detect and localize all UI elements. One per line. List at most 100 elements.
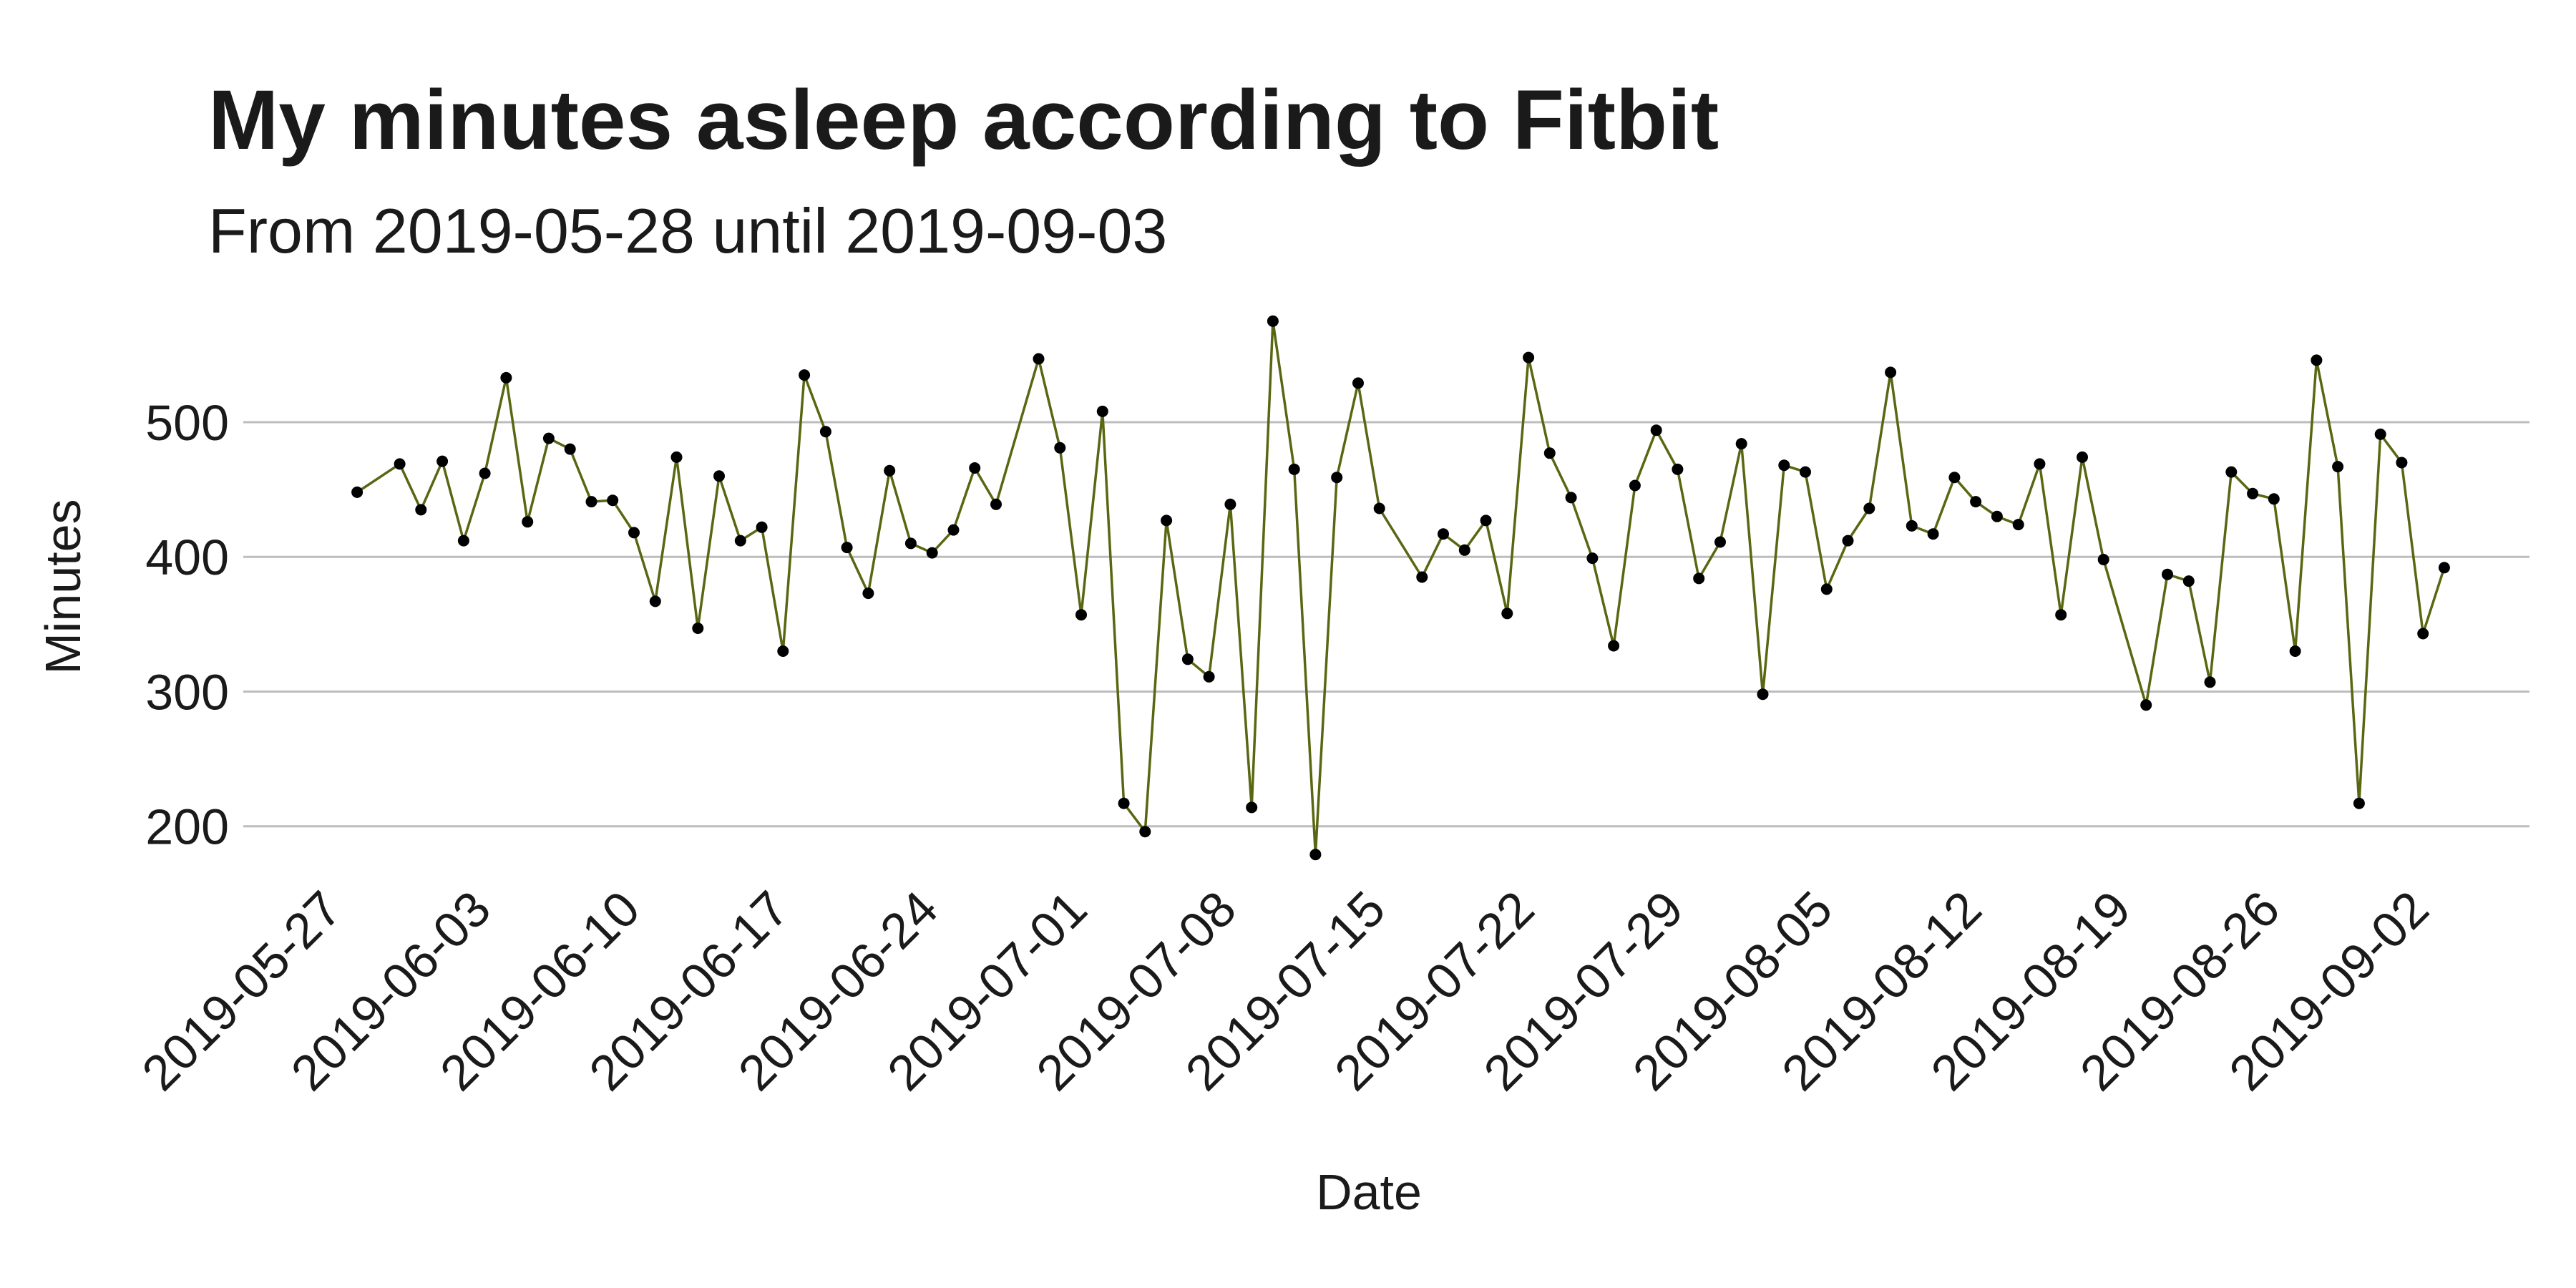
data-point xyxy=(1054,441,1066,454)
data-point xyxy=(2077,451,2088,463)
data-point xyxy=(522,516,534,528)
data-point xyxy=(1927,528,1939,540)
data-point xyxy=(1672,463,1684,475)
data-point xyxy=(756,521,768,533)
data-point xyxy=(862,587,874,600)
y-axis-ticks: 200 300 400 500 xyxy=(145,395,229,855)
data-point xyxy=(670,451,683,463)
data-point xyxy=(1203,670,1215,683)
data-point xyxy=(2162,568,2173,580)
data-point xyxy=(2247,487,2259,499)
data-point xyxy=(1543,447,1556,459)
y-tick-label: 200 xyxy=(145,799,229,855)
data-point xyxy=(2034,458,2046,470)
data-point xyxy=(1480,514,1492,527)
data-point xyxy=(2268,493,2280,505)
data-point xyxy=(1948,472,1961,484)
data-point xyxy=(2140,699,2152,711)
x-axis-ticks: 2019-05-272019-06-032019-06-102019-06-17… xyxy=(132,880,2439,1101)
data-point xyxy=(1161,514,1173,527)
data-point xyxy=(2396,457,2408,469)
data-point xyxy=(692,623,704,634)
data-point xyxy=(479,467,491,479)
data-point xyxy=(1139,826,1151,838)
gridlines xyxy=(243,421,2529,828)
data-point xyxy=(990,498,1002,510)
data-point xyxy=(1608,640,1620,652)
data-point xyxy=(2012,519,2024,531)
data-point xyxy=(1885,366,1897,379)
y-tick-label: 500 xyxy=(145,395,229,451)
data-point xyxy=(585,496,597,508)
data-point xyxy=(1693,572,1705,585)
series xyxy=(351,315,2450,861)
data-point xyxy=(2417,628,2429,640)
chart-title: My minutes asleep according to Fitbit xyxy=(208,73,1719,167)
data-point xyxy=(947,524,960,536)
data-point xyxy=(2374,428,2386,440)
y-tick-label: 300 xyxy=(145,664,229,720)
x-axis-title: Date xyxy=(1316,1164,1422,1220)
data-point xyxy=(2311,354,2323,366)
data-point xyxy=(1033,353,1045,365)
data-point xyxy=(884,464,896,477)
data-point xyxy=(1181,653,1194,665)
data-point xyxy=(607,494,619,507)
data-point xyxy=(1246,801,1258,814)
data-point xyxy=(904,537,917,550)
data-point xyxy=(1629,479,1641,492)
data-point xyxy=(564,443,576,455)
data-point xyxy=(1075,609,1087,621)
y-tick-label: 400 xyxy=(145,530,229,585)
data-point xyxy=(394,458,406,470)
data-point xyxy=(819,426,831,438)
data-point xyxy=(2055,609,2067,621)
data-point xyxy=(926,547,938,559)
data-point xyxy=(415,504,427,516)
data-point xyxy=(457,535,469,547)
data-point xyxy=(1267,315,1279,327)
data-point xyxy=(1863,502,1875,514)
data-point xyxy=(1438,528,1449,540)
data-point xyxy=(1224,498,1236,510)
data-point xyxy=(1565,492,1577,504)
data-point xyxy=(2204,676,2216,688)
data-point xyxy=(969,462,981,474)
data-point xyxy=(1735,438,1747,450)
data-point xyxy=(1820,583,1833,595)
series-line xyxy=(356,320,2446,856)
data-point xyxy=(1309,849,1322,861)
data-point xyxy=(1714,536,1726,548)
data-point xyxy=(1778,459,1790,472)
data-point xyxy=(1288,463,1300,475)
data-point xyxy=(542,432,555,444)
data-point xyxy=(841,542,853,554)
data-point xyxy=(2097,554,2109,565)
data-point xyxy=(1970,496,1982,508)
data-point xyxy=(1118,797,1130,809)
y-axis-title: Minutes xyxy=(35,499,91,674)
data-point xyxy=(2353,797,2365,809)
data-point xyxy=(799,369,811,381)
data-point xyxy=(351,486,364,498)
data-point xyxy=(1842,535,1854,547)
data-point xyxy=(2182,575,2195,587)
data-point xyxy=(1757,688,1769,701)
data-point xyxy=(1331,472,1343,484)
data-point xyxy=(1352,377,1364,389)
data-point xyxy=(2289,645,2301,657)
data-point xyxy=(628,527,640,539)
data-point xyxy=(2332,461,2344,473)
data-point xyxy=(1096,405,1108,417)
data-point xyxy=(500,371,512,384)
data-point xyxy=(734,535,746,547)
data-point xyxy=(1523,351,1535,364)
data-point xyxy=(1458,544,1470,556)
data-point xyxy=(1650,424,1662,436)
data-point xyxy=(436,455,449,467)
data-point xyxy=(2438,562,2450,574)
data-point xyxy=(1991,510,2003,522)
data-point xyxy=(1586,552,1599,565)
data-point xyxy=(649,595,661,608)
data-point xyxy=(1501,608,1513,620)
